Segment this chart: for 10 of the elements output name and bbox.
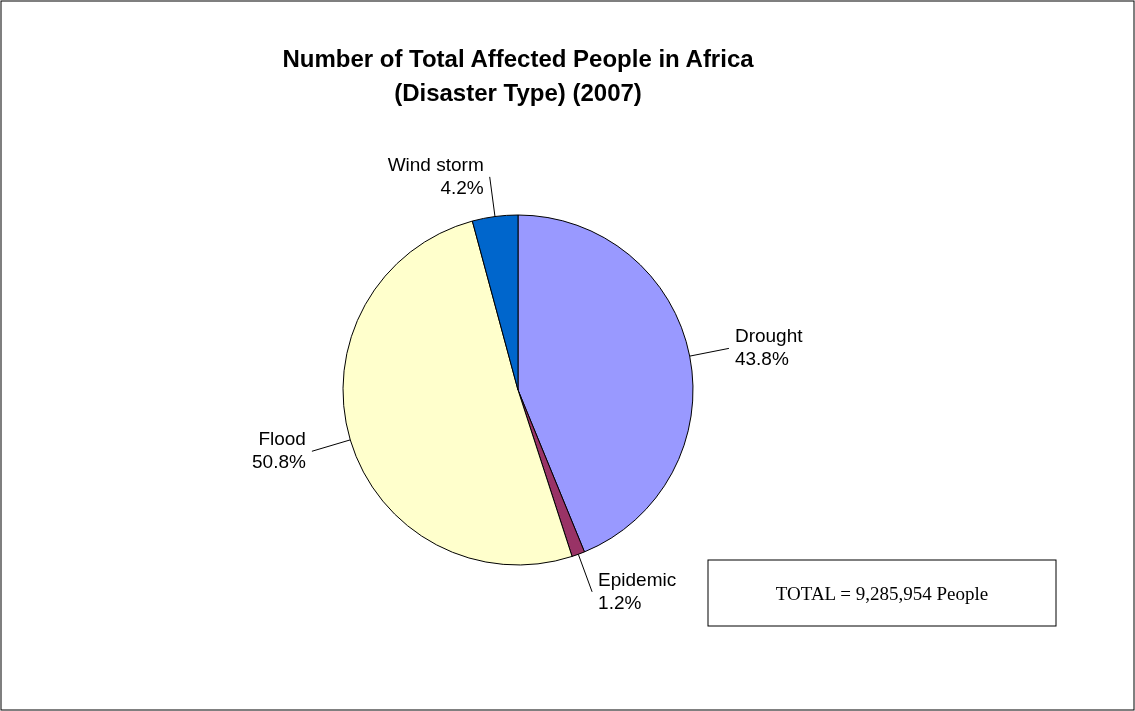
data-label: 43.8% bbox=[734, 348, 789, 370]
slice-label: Flood bbox=[258, 428, 306, 450]
data-label: 1.2% bbox=[598, 591, 642, 613]
slice-label: Drought bbox=[734, 325, 804, 347]
slice-label: Epidemic bbox=[598, 568, 677, 590]
chart-title: Number of Total Affected People in Africa (Disaster Type) (2007) bbox=[282, 45, 755, 106]
data-label: 4.2% bbox=[440, 176, 484, 198]
data-label: 50.8% bbox=[252, 451, 307, 473]
slice-label: Wind storm bbox=[387, 153, 484, 175]
text: TOTAL = 9,285,954 People bbox=[775, 583, 989, 604]
